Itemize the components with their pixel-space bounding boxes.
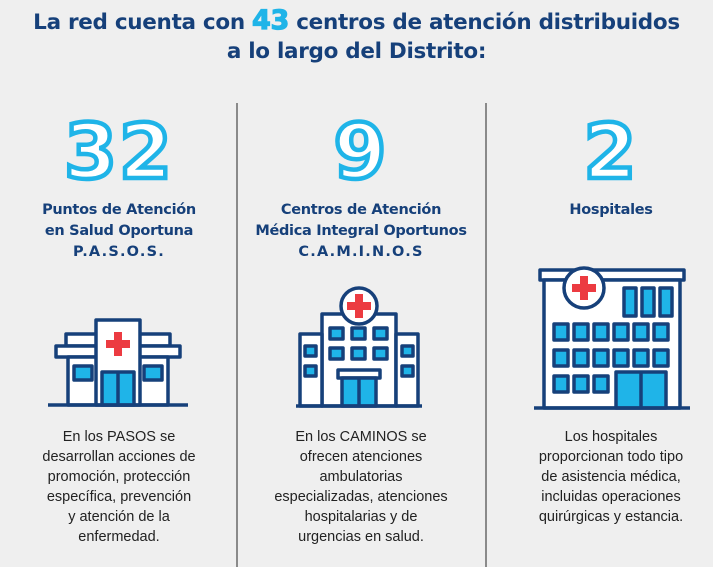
caminos-acronym: C.A.M.I.N.O.S	[298, 244, 424, 260]
column-hospitales: 2 Hospitales	[492, 0, 713, 567]
hospitales-title: Hospitales	[492, 200, 713, 221]
clinic-building-icon	[48, 318, 188, 407]
caminos-desc-line: urgencias en salud.	[298, 529, 424, 545]
column-caminos: 9 Centros de Atención Médica Integral Op…	[242, 0, 480, 567]
caminos-description: En los CAMINOS se ofrecen atenciones amb…	[242, 427, 480, 547]
pasos-desc-line: En los PASOS se	[62, 429, 176, 445]
pasos-title-line-2: en Salud Oportuna	[44, 223, 194, 239]
pasos-title-line-1: Puntos de Atención	[42, 202, 196, 218]
hospital-building-icon	[534, 266, 690, 410]
hospitales-description: Los hospitales proporcionan todo tipo de…	[492, 427, 713, 527]
headline-text-after: centros de atención distribuidos	[296, 10, 680, 35]
pasos-description: En los PASOS se desarrollan acciones de …	[0, 427, 238, 547]
medical-center-building-icon	[296, 286, 422, 408]
pasos-desc-line: específica, prevención	[46, 489, 192, 505]
pasos-acronym: P.A.S.O.S.	[73, 244, 165, 260]
hospitales-desc-line: de asistencia médica,	[541, 469, 681, 485]
caminos-desc-line: hospitalarias y de	[304, 509, 418, 525]
hospitales-desc-line: Los hospitales	[564, 429, 658, 445]
hospitales-title-line-1: Hospitales	[569, 202, 653, 218]
hospitales-desc-line: incluidas operaciones	[541, 489, 681, 505]
pasos-desc-line: enfermedad.	[78, 529, 160, 545]
caminos-desc-line: En los CAMINOS se	[295, 429, 427, 445]
pasos-desc-line: desarrollan acciones de	[42, 449, 196, 465]
pasos-desc-line: y atención de la	[68, 509, 170, 525]
column-divider-1	[236, 103, 238, 567]
headline-text-before: La red cuenta con	[33, 10, 245, 35]
hospitales-count: 2	[581, 107, 639, 196]
caminos-count: 9	[331, 107, 389, 196]
headline: La red cuenta con 43 centros de atención…	[0, 5, 713, 66]
headline-line-2: a lo largo del Distrito:	[226, 39, 487, 64]
caminos-title-line-2: Médica Integral Oportunos	[255, 223, 467, 239]
caminos-title: Centros de Atención Médica Integral Opor…	[242, 200, 480, 263]
headline-highlight-number: 43	[251, 5, 290, 36]
hospitales-desc-line: quirúrgicas y estancia.	[538, 509, 684, 525]
caminos-desc-line: ambulatorias	[319, 469, 403, 485]
column-pasos: 32 Puntos de Atención en Salud Oportuna …	[0, 0, 238, 567]
pasos-title: Puntos de Atención en Salud Oportuna P.A…	[0, 200, 238, 263]
headline-line-1: La red cuenta con 43 centros de atención…	[0, 5, 713, 37]
pasos-count: 32	[62, 107, 174, 196]
caminos-desc-line: especializadas, atenciones	[274, 489, 448, 505]
column-divider-2	[485, 103, 487, 567]
hospitales-desc-line: proporcionan todo tipo	[538, 449, 684, 465]
caminos-title-line-1: Centros de Atención	[280, 202, 442, 218]
pasos-desc-line: promoción, protección	[47, 469, 191, 485]
caminos-desc-line: ofrecen atenciones	[299, 449, 423, 465]
